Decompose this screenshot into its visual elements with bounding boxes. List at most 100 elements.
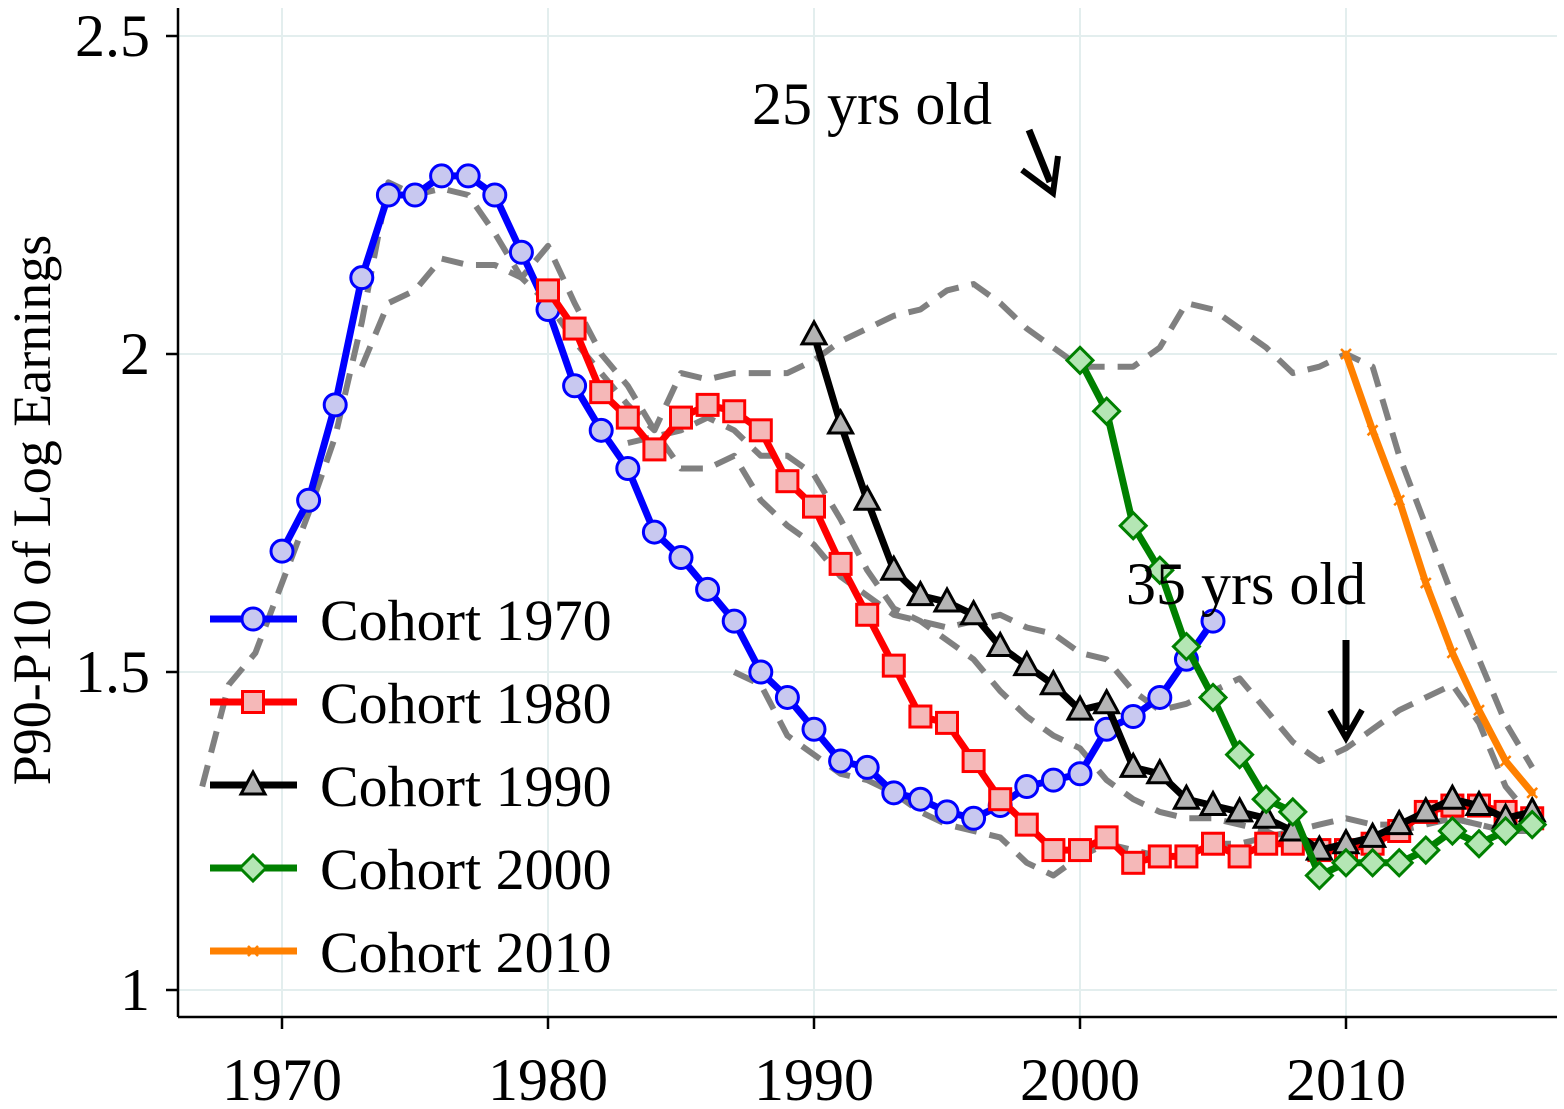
data-point-cohort-2000: [1197, 682, 1229, 713]
data-point-cohort-1980: [1174, 844, 1199, 869]
arrow-shaft: [1025, 128, 1054, 184]
series-cohort-1970: [269, 163, 1226, 831]
arrow-down-icon: [1020, 128, 1061, 199]
data-point-cohort-1980: [1121, 850, 1146, 875]
x-mark-stroke: [1393, 494, 1406, 507]
legend-marker-cohort-1990: [238, 768, 268, 796]
data-point-cohort-1970: [748, 659, 774, 685]
data-point-cohort-2000: [1463, 828, 1495, 859]
data-point-cohort-2000: [1357, 847, 1388, 878]
y-tick-label: 2.5: [75, 3, 150, 69]
data-point-cohort-1980: [562, 316, 587, 341]
data-point-cohort-1990: [1411, 795, 1441, 823]
data-point-cohort-2010: [1526, 786, 1539, 799]
data-point-cohort-1990: [905, 579, 935, 607]
data-point-cohort-1980: [988, 787, 1013, 812]
y-axis-label: P90-P10 of Log Earnings: [2, 235, 62, 785]
data-point-cohort-2000: [1251, 784, 1282, 815]
data-point-cohort-2000: [1517, 809, 1548, 840]
data-point-cohort-2010: [1393, 494, 1406, 507]
data-point-cohort-1970: [269, 538, 295, 564]
data-point-cohort-1980: [881, 653, 906, 678]
data-point-cohort-1990: [879, 554, 909, 581]
data-point-cohort-1970: [402, 182, 428, 208]
legend-marker-cohort-2010: [247, 945, 259, 957]
data-point-cohort-1990: [1118, 751, 1148, 778]
data-point-cohort-1970: [1067, 761, 1093, 787]
data-point-cohort-1990: [1225, 795, 1255, 823]
data-point-cohort-1980: [908, 704, 933, 729]
data-point-cohort-1980: [615, 405, 640, 430]
legend-item-cohort-2010: Cohort 2010: [210, 920, 612, 985]
data-point-cohort-2000: [1304, 860, 1335, 891]
legend-item-cohort-1990: Cohort 1990: [210, 754, 612, 819]
data-point-cohort-1970: [828, 748, 854, 774]
data-point-cohort-2010: [1446, 647, 1459, 659]
data-point-cohort-1970: [907, 786, 933, 812]
data-point-cohort-1990: [1012, 649, 1042, 677]
x-mark-stroke: [1446, 647, 1459, 659]
axes: 1970 1980 1990 2000 2010 1 1.5 2 2.5 P90-P10 of L…: [2, 3, 1557, 1109]
y-tick-label: 2: [120, 321, 150, 387]
data-point-cohort-2000: [1144, 555, 1175, 586]
data-point-cohort-2010: [1340, 348, 1352, 360]
legend-item-cohort-1980: Cohort 1980: [210, 671, 612, 736]
x-mark-stroke: [1526, 786, 1539, 799]
data-point-cohort-1970: [1147, 684, 1173, 710]
data-point-cohort-2010: [1419, 577, 1432, 589]
data-point-cohort-1970: [1200, 608, 1226, 634]
data-point-cohort-1980: [1094, 825, 1119, 850]
x-mark-stroke: [1340, 348, 1352, 360]
data-point-cohort-1980: [802, 494, 826, 519]
data-point-cohort-1990: [1171, 783, 1201, 810]
data-point-cohort-1980: [748, 418, 773, 443]
data-point-cohort-1970: [482, 182, 508, 208]
data-point-cohort-1970: [322, 392, 348, 418]
data-point-cohort-1970: [588, 417, 614, 443]
legend-label-cohort-1980: Cohort 1980: [320, 671, 612, 736]
data-point-cohort-1980: [642, 437, 667, 462]
dashed-series-line-2: [359, 242, 1535, 821]
annotations: 25 yrs old 35 yrs old: [752, 71, 1366, 745]
data-point-cohort-1970: [721, 608, 747, 634]
data-point-cohort-1990: [826, 407, 856, 435]
data-point-cohort-2010: [1499, 755, 1512, 767]
data-point-cohort-1970: [429, 163, 455, 189]
legend-marker-cohort-2000: [237, 852, 269, 884]
x-mark-stroke: [1473, 704, 1485, 717]
legend-marker-cohort-1970: [240, 606, 266, 632]
data-point-cohort-1980: [1227, 844, 1252, 869]
x-tick-label: 2010: [1286, 1047, 1406, 1109]
data-point-cohort-1970: [801, 716, 827, 742]
data-point-cohort-1970: [961, 805, 987, 831]
data-point-cohort-1970: [854, 754, 880, 780]
x-tick-label: 1970: [222, 1047, 342, 1109]
data-point-cohort-1990: [985, 630, 1015, 658]
data-point-cohort-1970: [615, 455, 641, 481]
data-point-cohort-2000: [1384, 847, 1415, 878]
data-point-cohort-1990: [1464, 789, 1494, 817]
x-tick-label: 1990: [754, 1047, 874, 1109]
x-mark-stroke: [1419, 577, 1432, 589]
data-point-cohort-1990: [1038, 668, 1068, 696]
data-point-cohort-1970: [375, 182, 401, 208]
data-point-cohort-1980: [1147, 844, 1172, 869]
arrow-down-icon: [1327, 640, 1365, 745]
data-point-cohort-1970: [695, 576, 721, 602]
dashed-series-line-3: [627, 414, 1533, 854]
data-point-cohort-1990: [1092, 687, 1122, 715]
data-point-cohort-2000: [1171, 631, 1202, 662]
data-point-cohort-1970: [641, 519, 667, 545]
data-point-cohort-1970: [668, 545, 694, 571]
data-point-cohort-2000: [1490, 815, 1521, 847]
x-mark-stroke: [1366, 424, 1379, 437]
data-point-cohort-1980: [1201, 831, 1225, 856]
legend: Cohort 1970 Cohort 1980 Cohort 1990 Cohort …: [210, 588, 612, 985]
data-point-cohort-1990: [959, 598, 989, 626]
x-tick-label: 2000: [1020, 1047, 1140, 1109]
data-point-cohort-1980: [1254, 831, 1279, 856]
data-point-cohort-1980: [1014, 812, 1039, 837]
data-point-cohort-1970: [774, 684, 800, 710]
data-point-cohort-2000: [1091, 396, 1122, 427]
